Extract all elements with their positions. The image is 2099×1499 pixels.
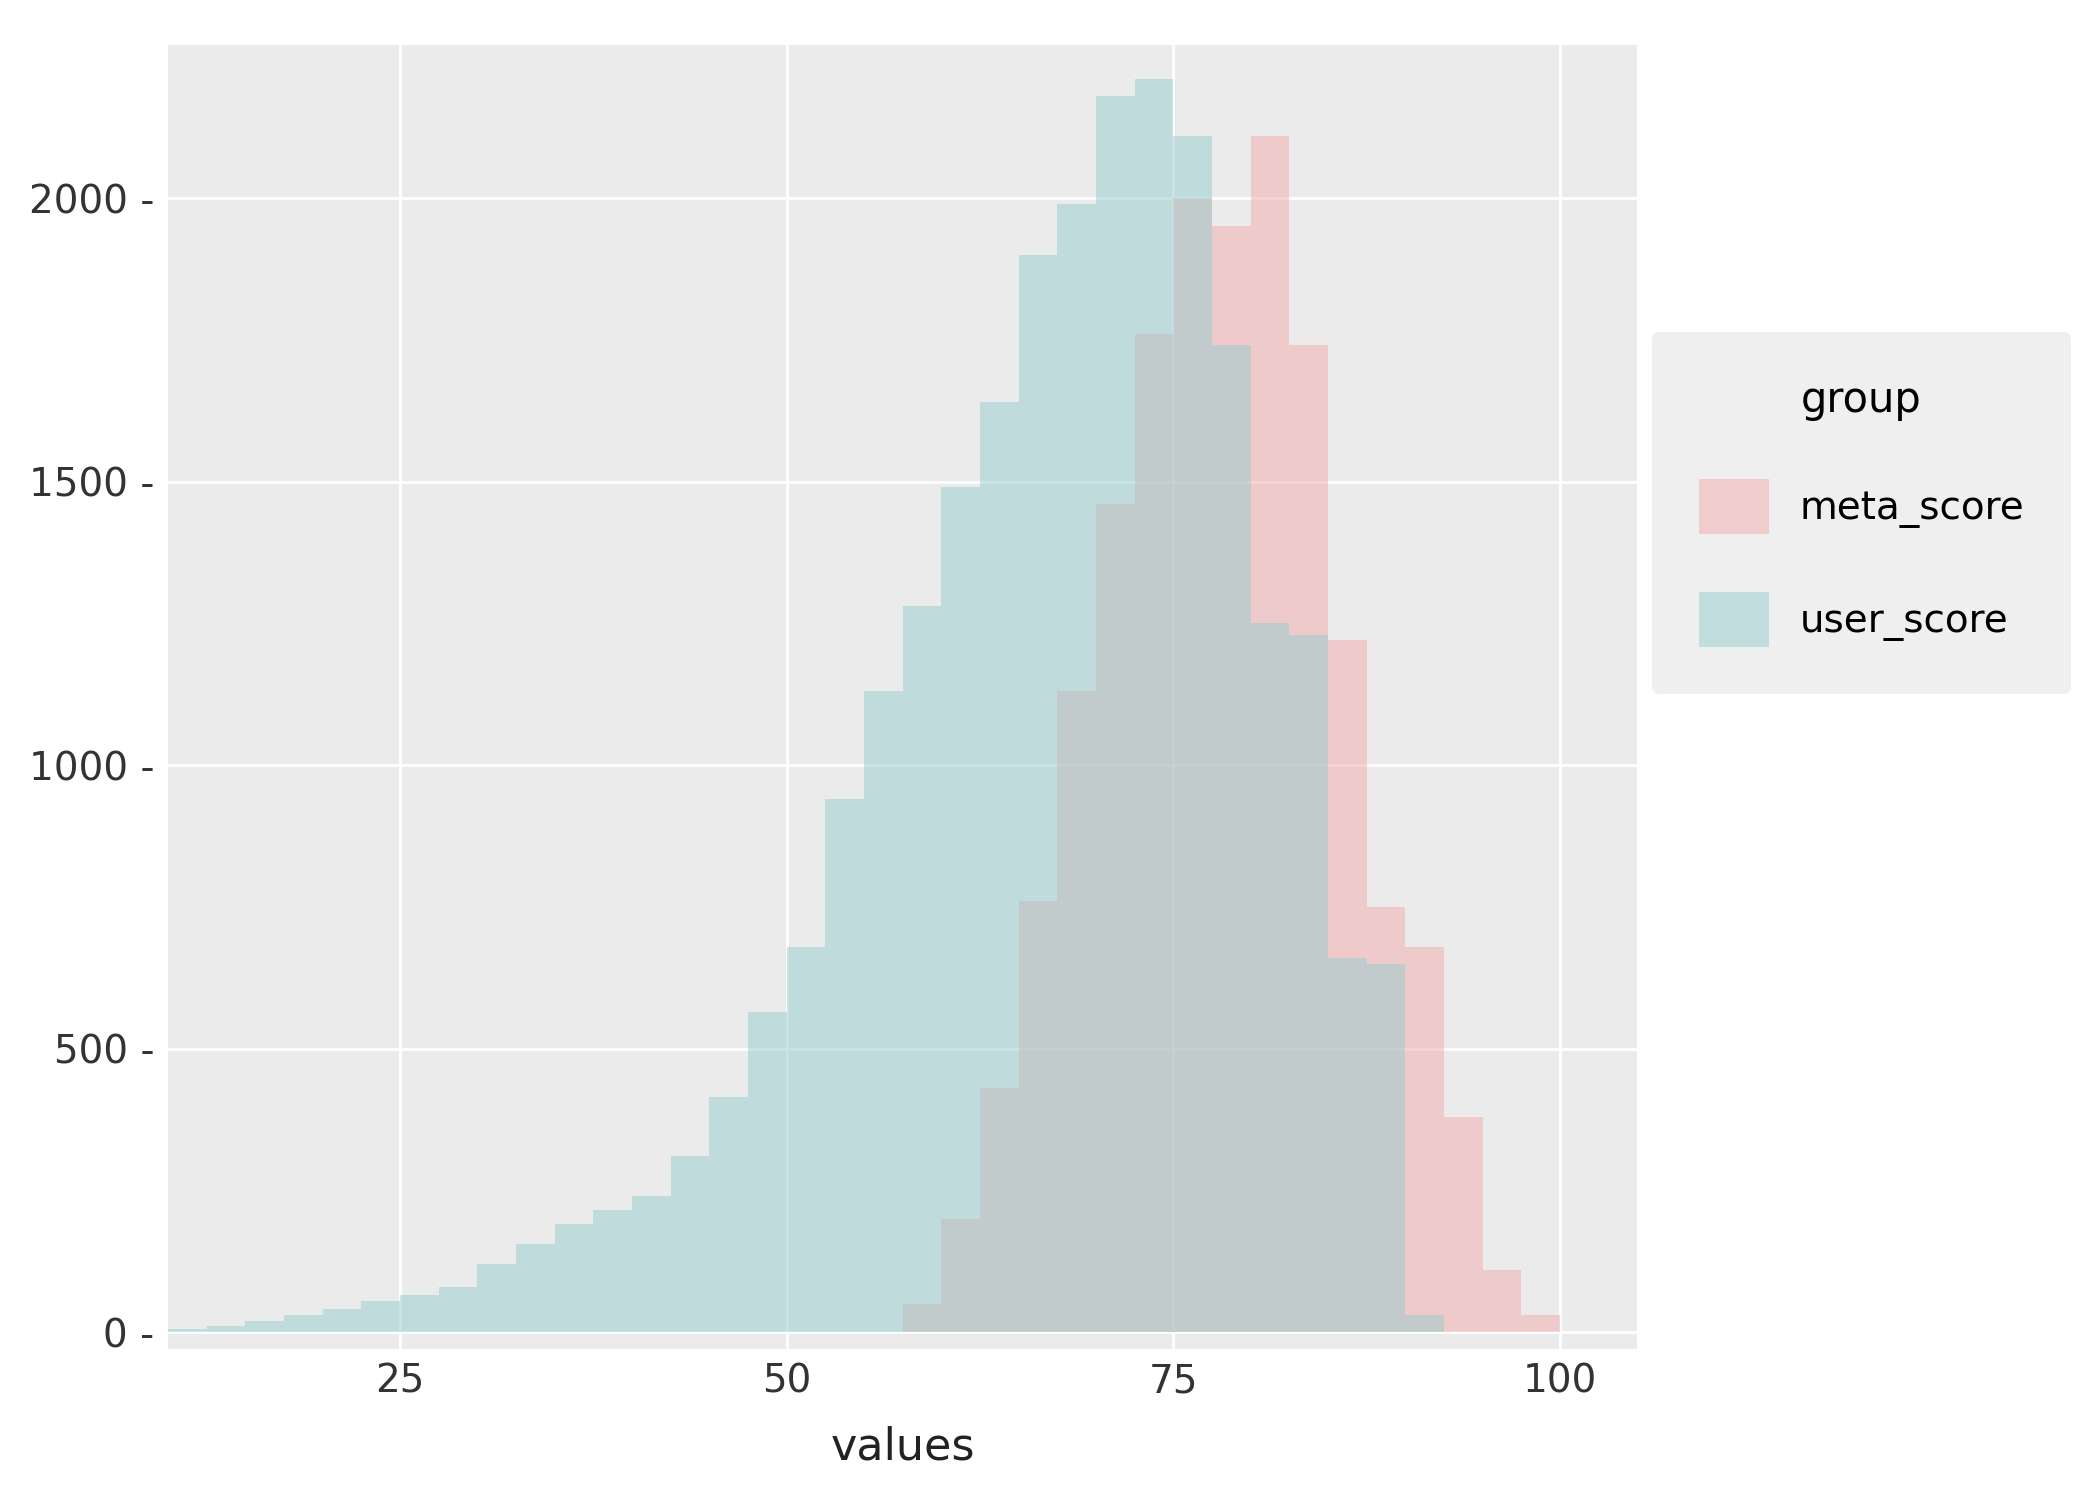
Bar: [1366, 964, 1404, 1333]
Bar: [1289, 345, 1329, 1333]
Bar: [1404, 946, 1444, 1333]
Bar: [1173, 136, 1211, 1333]
Bar: [903, 606, 940, 1333]
Bar: [1096, 96, 1136, 1333]
Bar: [476, 1264, 516, 1333]
Bar: [747, 1012, 787, 1333]
Bar: [1522, 1315, 1560, 1333]
Bar: [401, 1295, 439, 1333]
Bar: [439, 1286, 476, 1333]
Bar: [903, 1304, 940, 1333]
Bar: [1058, 691, 1096, 1333]
Bar: [246, 1321, 283, 1333]
Bar: [206, 1327, 246, 1333]
Bar: [980, 1088, 1018, 1333]
Bar: [1136, 79, 1173, 1333]
Bar: [1444, 1117, 1482, 1333]
Bar: [1289, 634, 1329, 1333]
Bar: [1329, 958, 1366, 1333]
Bar: [670, 1156, 709, 1333]
Bar: [323, 1310, 361, 1333]
Y-axis label: count: count: [0, 634, 4, 760]
Bar: [709, 1097, 747, 1333]
Bar: [1251, 624, 1289, 1333]
Bar: [1482, 1270, 1522, 1333]
Bar: [1058, 204, 1096, 1333]
Bar: [940, 487, 980, 1333]
Bar: [1211, 226, 1251, 1333]
X-axis label: values: values: [831, 1426, 974, 1469]
Bar: [1404, 1315, 1444, 1333]
Bar: [787, 946, 825, 1333]
Bar: [361, 1301, 401, 1333]
Bar: [1366, 907, 1404, 1333]
Bar: [594, 1210, 632, 1333]
Bar: [865, 691, 903, 1333]
Bar: [168, 1330, 206, 1333]
Bar: [940, 1219, 980, 1333]
Bar: [1136, 334, 1173, 1333]
Bar: [632, 1196, 670, 1333]
Bar: [1096, 504, 1136, 1333]
Bar: [825, 799, 865, 1333]
Bar: [1251, 136, 1289, 1333]
Bar: [516, 1244, 554, 1333]
Bar: [980, 402, 1018, 1333]
Bar: [1173, 198, 1211, 1333]
Bar: [554, 1225, 594, 1333]
Bar: [1018, 901, 1058, 1333]
Bar: [1018, 255, 1058, 1333]
Legend: meta_score, user_score: meta_score, user_score: [1652, 331, 2072, 694]
Bar: [1211, 345, 1251, 1333]
Bar: [283, 1315, 323, 1333]
Bar: [1329, 640, 1366, 1333]
